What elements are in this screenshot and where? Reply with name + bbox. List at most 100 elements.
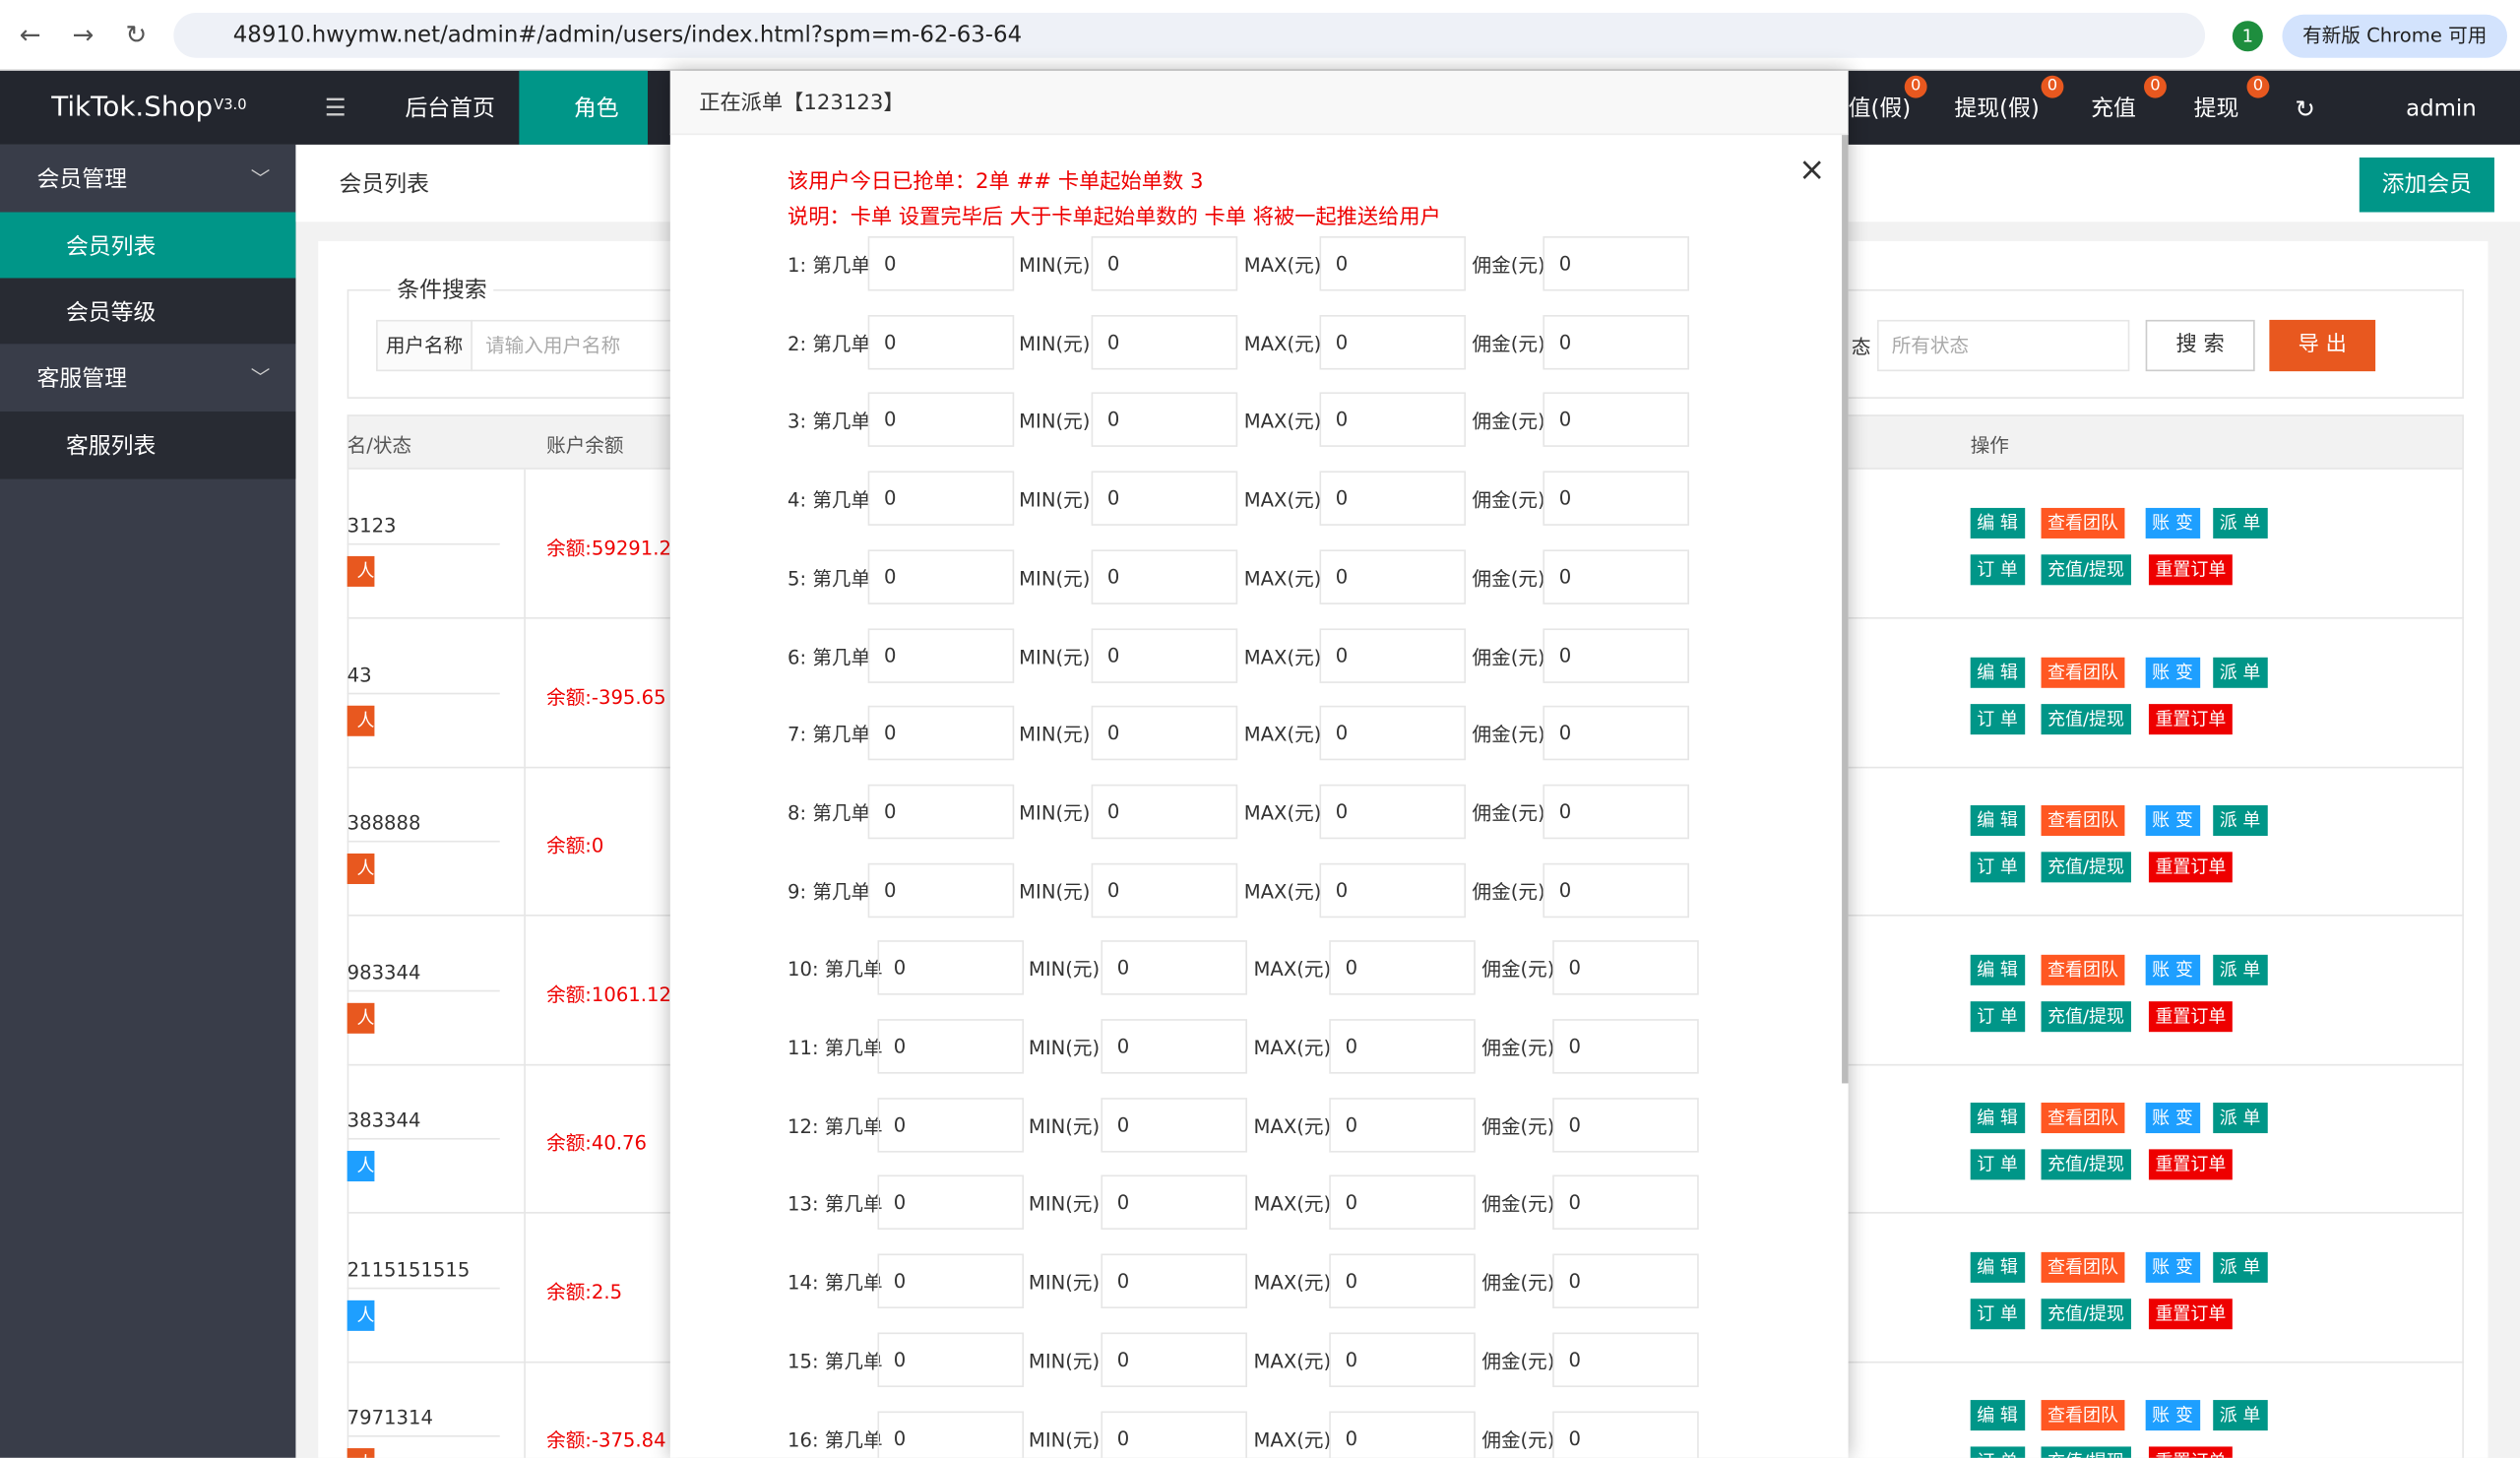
order-input[interactable]: 0 bbox=[1552, 1253, 1699, 1309]
order-input[interactable]: 0 bbox=[1552, 1175, 1699, 1231]
action-button[interactable]: 充值/提现 bbox=[2041, 703, 2131, 734]
sidebar-item[interactable] bbox=[0, 144, 296, 213]
action-button[interactable]: 账 变 bbox=[2145, 954, 2200, 985]
action-button[interactable]: 重置订单 bbox=[2148, 1000, 2233, 1032]
order-input[interactable]: 0 bbox=[1101, 1332, 1247, 1387]
action-button[interactable]: 重置订单 bbox=[2148, 554, 2233, 586]
action-button[interactable]: 订 单 bbox=[1970, 554, 2025, 586]
action-button[interactable]: 派 单 bbox=[2213, 1103, 2267, 1134]
action-button[interactable]: 充值/提现 bbox=[2041, 852, 2131, 883]
order-input[interactable]: 0 bbox=[1101, 1019, 1247, 1074]
action-button[interactable]: 派 单 bbox=[2213, 507, 2267, 539]
action-button[interactable]: 重置订单 bbox=[2148, 1446, 2233, 1458]
order-input[interactable]: 0 bbox=[1543, 862, 1689, 918]
action-button[interactable]: 账 变 bbox=[2145, 507, 2200, 539]
header-link[interactable]: 充值 bbox=[2091, 95, 2136, 123]
action-button[interactable]: 查看团队 bbox=[2041, 656, 2125, 687]
order-input[interactable]: 0 bbox=[1319, 314, 1467, 370]
action-button[interactable]: 重置订单 bbox=[2148, 1149, 2233, 1180]
order-input[interactable]: 0 bbox=[1319, 784, 1467, 840]
order-input[interactable]: 0 bbox=[1543, 706, 1689, 761]
action-button[interactable]: 派 单 bbox=[2213, 1251, 2267, 1283]
action-button[interactable]: 编 辑 bbox=[1970, 507, 2025, 539]
action-button[interactable]: 重置订单 bbox=[2148, 703, 2233, 734]
order-input[interactable]: 0 bbox=[1552, 1410, 1699, 1458]
order-input[interactable]: 0 bbox=[877, 940, 1025, 996]
order-input[interactable]: 0 bbox=[1091, 627, 1238, 683]
action-button[interactable]: 账 变 bbox=[2145, 1400, 2200, 1431]
order-input[interactable]: 0 bbox=[867, 393, 1015, 448]
order-input[interactable]: 0 bbox=[867, 627, 1015, 683]
order-input[interactable]: 0 bbox=[1091, 471, 1238, 527]
action-button[interactable]: 查看团队 bbox=[2041, 804, 2125, 837]
order-input[interactable]: 0 bbox=[867, 236, 1015, 291]
action-button[interactable]: 订 单 bbox=[1970, 1446, 2025, 1458]
action-button[interactable]: 查看团队 bbox=[2041, 954, 2125, 985]
nav-item[interactable]: 角色 bbox=[573, 95, 619, 123]
order-input[interactable]: 0 bbox=[1329, 1253, 1476, 1309]
address-bar[interactable] bbox=[173, 13, 2206, 58]
action-button[interactable]: 编 辑 bbox=[1970, 804, 2025, 837]
order-input[interactable]: 0 bbox=[1543, 627, 1689, 683]
profile[interactable]: 1 bbox=[2232, 21, 2263, 52]
order-input[interactable]: 0 bbox=[1329, 1175, 1476, 1231]
action-button[interactable]: 派 单 bbox=[2213, 804, 2267, 837]
nav-icon[interactable]: ↻ bbox=[125, 19, 148, 50]
action-button[interactable]: 充值/提现 bbox=[2041, 1149, 2131, 1180]
nav-item[interactable]: 后台首页 bbox=[405, 95, 495, 123]
order-input[interactable]: 0 bbox=[867, 706, 1015, 761]
action-button[interactable]: 编 辑 bbox=[1970, 656, 2025, 687]
order-input[interactable]: 0 bbox=[1329, 940, 1476, 996]
action-button[interactable]: 账 变 bbox=[2145, 804, 2200, 837]
order-input[interactable]: 0 bbox=[1543, 784, 1689, 840]
order-input[interactable]: 0 bbox=[877, 1253, 1025, 1309]
action-button[interactable]: 查看团队 bbox=[2041, 1103, 2125, 1134]
order-input[interactable]: 0 bbox=[1329, 1332, 1476, 1387]
order-input[interactable]: 0 bbox=[1091, 784, 1238, 840]
order-input[interactable]: 0 bbox=[1101, 1175, 1247, 1231]
order-input[interactable]: 0 bbox=[1091, 862, 1238, 918]
order-input[interactable]: 0 bbox=[1091, 706, 1238, 761]
menu-toggle[interactable]: ☰ bbox=[324, 93, 346, 123]
action-button[interactable]: 订 单 bbox=[1970, 852, 2025, 883]
order-input[interactable]: 0 bbox=[867, 862, 1015, 918]
order-input[interactable]: 0 bbox=[1101, 1097, 1247, 1153]
order-input[interactable]: 0 bbox=[1091, 549, 1238, 604]
order-input[interactable]: 0 bbox=[1543, 471, 1689, 527]
sidebar-item[interactable] bbox=[0, 278, 296, 345]
refresh[interactable]: ↻ bbox=[2295, 95, 2316, 124]
action-button[interactable]: 账 变 bbox=[2145, 1251, 2200, 1283]
action-button[interactable]: 充值/提现 bbox=[2041, 1298, 2131, 1329]
action-button[interactable]: 编 辑 bbox=[1970, 954, 2025, 985]
order-input[interactable]: 0 bbox=[1552, 1332, 1699, 1387]
order-input[interactable]: 0 bbox=[1319, 549, 1467, 604]
action-button[interactable]: 充值/提现 bbox=[2041, 1446, 2131, 1458]
order-input[interactable]: 0 bbox=[1329, 1019, 1476, 1074]
action-button[interactable]: 订 单 bbox=[1970, 703, 2025, 734]
sidebar-item[interactable] bbox=[0, 411, 296, 479]
order-input[interactable]: 0 bbox=[1329, 1097, 1476, 1153]
action-button[interactable]: 重置订单 bbox=[2148, 1298, 2233, 1329]
order-input[interactable]: 0 bbox=[877, 1019, 1025, 1074]
nav-icon[interactable]: → bbox=[72, 19, 94, 50]
status-select[interactable]: 所有状态 bbox=[1876, 319, 2130, 372]
order-input[interactable]: 0 bbox=[867, 471, 1015, 527]
action-button[interactable]: 账 变 bbox=[2145, 1103, 2200, 1134]
order-input[interactable]: 0 bbox=[1543, 549, 1689, 604]
nav-icon[interactable]: ← bbox=[19, 19, 41, 50]
action-button[interactable]: 派 单 bbox=[2213, 656, 2267, 687]
close-button[interactable]: × bbox=[1797, 149, 1826, 189]
header-link[interactable]: 提现(假) bbox=[1954, 95, 2040, 123]
sidebar-item[interactable] bbox=[0, 344, 296, 412]
order-input[interactable]: 0 bbox=[1543, 393, 1689, 448]
action-button[interactable]: 查看团队 bbox=[2041, 1400, 2125, 1431]
export-button[interactable]: 导 出 bbox=[2269, 319, 2376, 372]
order-input[interactable]: 0 bbox=[877, 1097, 1025, 1153]
action-button[interactable]: 编 辑 bbox=[1970, 1251, 2025, 1283]
header-link[interactable]: 提现 bbox=[2193, 95, 2239, 123]
action-button[interactable]: 查看团队 bbox=[2041, 1251, 2125, 1283]
order-input[interactable]: 0 bbox=[867, 784, 1015, 840]
order-input[interactable]: 0 bbox=[1319, 862, 1467, 918]
order-input[interactable]: 0 bbox=[1319, 471, 1467, 527]
order-input[interactable]: 0 bbox=[1101, 1410, 1247, 1458]
